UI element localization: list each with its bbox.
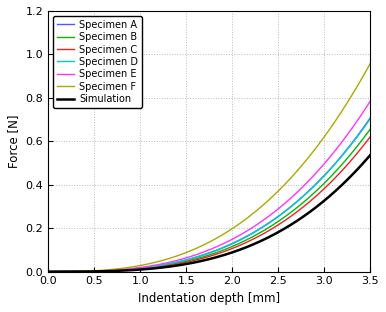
Specimen E xyxy=(202,250,207,253)
Specimen E xyxy=(368,99,372,103)
Legend: Specimen A, Specimen B, Specimen C, Specimen D, Specimen E, Specimen F, Simulati: Specimen A, Specimen B, Specimen C, Spec… xyxy=(53,16,142,108)
Specimen A xyxy=(202,253,207,256)
Specimen F xyxy=(300,164,304,168)
Specimen C xyxy=(46,270,51,274)
Line: Specimen A: Specimen A xyxy=(48,118,370,272)
Specimen F xyxy=(62,270,67,273)
Specimen A xyxy=(359,129,363,133)
Specimen A xyxy=(359,129,363,133)
Simulation xyxy=(359,164,363,168)
Specimen E xyxy=(194,253,198,256)
Specimen D xyxy=(359,130,363,134)
Simulation xyxy=(359,164,363,168)
Specimen C xyxy=(300,206,304,210)
Specimen D xyxy=(194,255,198,259)
Line: Specimen E: Specimen E xyxy=(48,101,370,272)
Specimen C xyxy=(368,135,372,139)
Specimen E xyxy=(359,114,363,117)
Specimen D xyxy=(62,270,67,274)
Specimen F xyxy=(46,270,51,274)
Specimen D xyxy=(46,270,51,274)
Specimen D xyxy=(368,117,372,121)
Specimen C xyxy=(194,258,198,262)
Specimen B xyxy=(46,270,51,274)
Line: Specimen B: Specimen B xyxy=(48,129,370,272)
Specimen B xyxy=(359,140,363,144)
Specimen A xyxy=(368,116,372,120)
Specimen A xyxy=(300,196,304,199)
Specimen B xyxy=(359,140,363,144)
Simulation xyxy=(62,270,67,274)
Simulation xyxy=(194,260,198,264)
Specimen B xyxy=(194,257,198,261)
Specimen E xyxy=(300,186,304,190)
Specimen F xyxy=(202,242,207,246)
Specimen C xyxy=(359,147,363,151)
Specimen C xyxy=(62,270,67,274)
Line: Simulation: Simulation xyxy=(48,155,370,272)
Specimen E xyxy=(46,270,51,274)
Specimen A xyxy=(46,270,51,274)
Specimen E xyxy=(359,114,363,118)
Specimen B xyxy=(202,255,207,258)
Simulation xyxy=(46,270,51,274)
Specimen B xyxy=(368,127,372,131)
Line: Specimen C: Specimen C xyxy=(48,137,370,272)
Specimen E xyxy=(62,270,67,274)
Specimen A xyxy=(194,256,198,259)
Specimen F xyxy=(359,79,363,82)
Simulation xyxy=(368,153,372,157)
Specimen F xyxy=(359,78,363,82)
Specimen B xyxy=(300,202,304,206)
Y-axis label: Force [N]: Force [N] xyxy=(7,115,20,168)
Specimen D xyxy=(359,130,363,134)
Specimen D xyxy=(300,196,304,199)
Specimen C xyxy=(202,256,207,260)
Simulation xyxy=(300,216,304,220)
Specimen D xyxy=(202,252,207,256)
Specimen C xyxy=(359,147,363,151)
Line: Specimen F: Specimen F xyxy=(48,63,370,272)
Line: Specimen D: Specimen D xyxy=(48,119,370,272)
Specimen A xyxy=(62,270,67,274)
Simulation xyxy=(202,258,207,262)
X-axis label: Indentation depth [mm]: Indentation depth [mm] xyxy=(138,292,280,305)
Specimen F xyxy=(194,246,198,250)
Specimen F xyxy=(368,61,372,65)
Specimen B xyxy=(62,270,67,274)
